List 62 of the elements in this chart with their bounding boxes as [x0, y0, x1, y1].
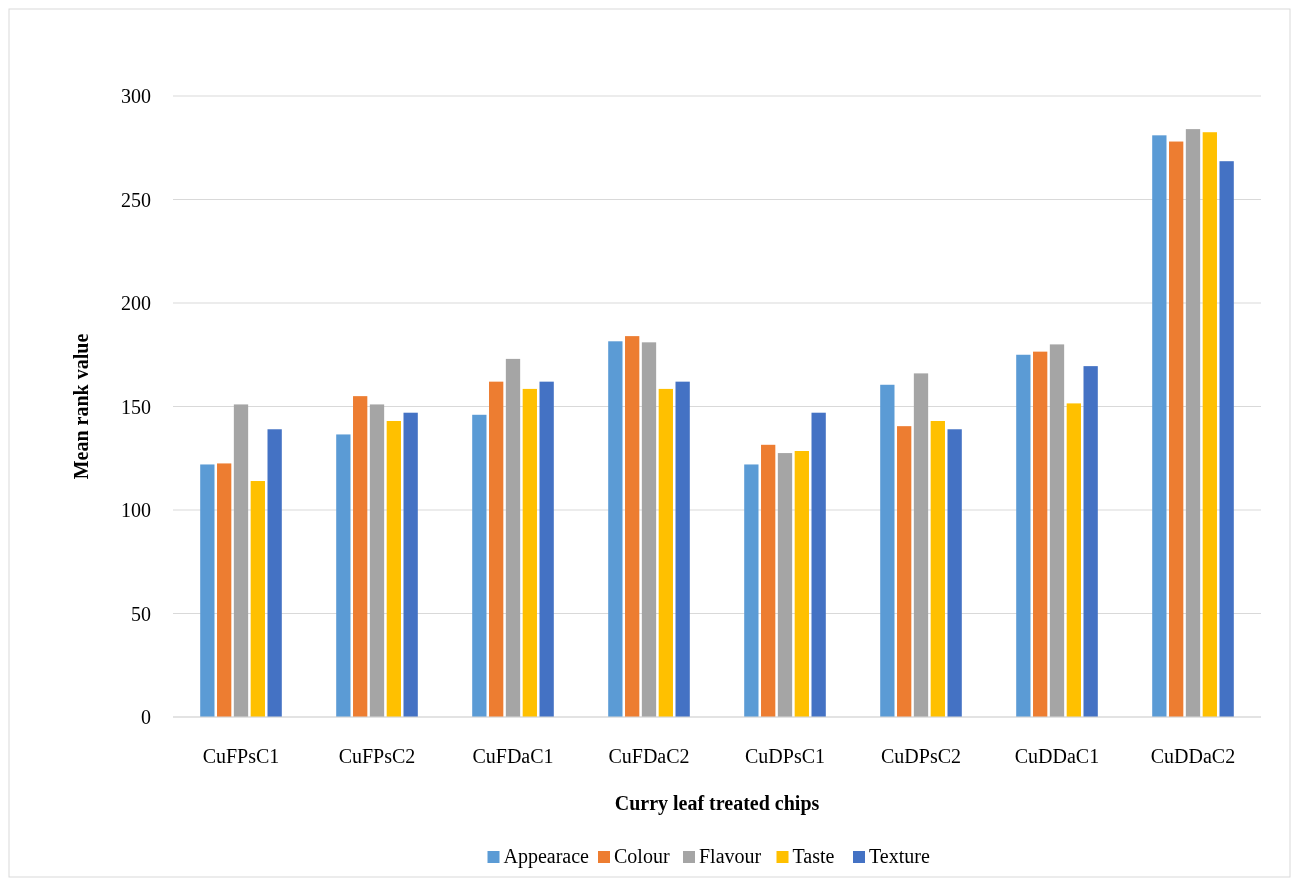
- legend-label: Appearace: [503, 845, 590, 868]
- bar: [625, 336, 640, 717]
- x-tick-label: CuDPsC1: [744, 745, 826, 767]
- bar: [472, 414, 487, 717]
- bar: [250, 481, 265, 717]
- x-tick-label: CuDDaC2: [1150, 745, 1236, 767]
- x-tick-label: CuFDaC1: [472, 745, 554, 767]
- x-tick-label: CuDPsC2: [880, 745, 962, 767]
- bar: [658, 388, 673, 717]
- legend-label: Colour: [614, 845, 670, 867]
- bar: [403, 412, 418, 717]
- legend-label: Taste: [792, 845, 835, 867]
- bar: [930, 420, 945, 717]
- bar: [1049, 344, 1065, 717]
- legend-label: Texture: [869, 845, 930, 867]
- bar: [811, 412, 826, 717]
- bar: [777, 453, 793, 717]
- bar: [947, 429, 962, 717]
- bar: [608, 341, 623, 717]
- bar: [880, 384, 895, 717]
- bar: [233, 404, 249, 717]
- x-tick-label: CuDDaC1: [1014, 745, 1100, 767]
- x-tick-label: CuFPsC2: [338, 745, 416, 767]
- bar: [200, 464, 215, 717]
- bar: [336, 434, 351, 717]
- bar: [489, 381, 504, 717]
- bar: [1202, 132, 1217, 717]
- y-tick-label: 200: [121, 292, 151, 314]
- bar: [1169, 141, 1184, 717]
- bar: [761, 444, 776, 717]
- bar: [369, 404, 385, 717]
- y-tick-label: 150: [121, 395, 151, 418]
- bar: [1185, 129, 1201, 717]
- bar: [794, 451, 809, 717]
- x-axis-title: Curry leaf treated chips: [614, 792, 820, 815]
- bar: [267, 429, 282, 717]
- bar: [641, 342, 657, 717]
- bar: [744, 464, 759, 717]
- bar: [353, 396, 368, 717]
- y-tick-label: 300: [121, 85, 151, 107]
- bar: [505, 358, 521, 717]
- y-tick-label: 50: [131, 602, 151, 625]
- bar: [913, 373, 929, 717]
- bar: [1016, 354, 1031, 717]
- y-tick-label: 100: [121, 499, 151, 521]
- bar: [386, 420, 401, 717]
- bar: [897, 426, 912, 717]
- bar: [1083, 366, 1098, 717]
- bar: [1152, 135, 1167, 717]
- bar: [1219, 161, 1234, 717]
- y-tick-label: 0: [141, 706, 151, 728]
- bar: [1066, 403, 1081, 717]
- legend-label: Flavour: [699, 845, 762, 867]
- bar: [522, 388, 537, 717]
- bar: [539, 381, 554, 717]
- x-tick-label: CuFPsC1: [202, 745, 280, 767]
- y-axis-title: Mean rank value: [70, 333, 92, 480]
- bar: [217, 463, 232, 717]
- bar: [675, 381, 690, 717]
- bar: [1033, 351, 1048, 717]
- y-tick-label: 250: [121, 188, 151, 211]
- x-tick-label: CuFDaC2: [608, 745, 690, 767]
